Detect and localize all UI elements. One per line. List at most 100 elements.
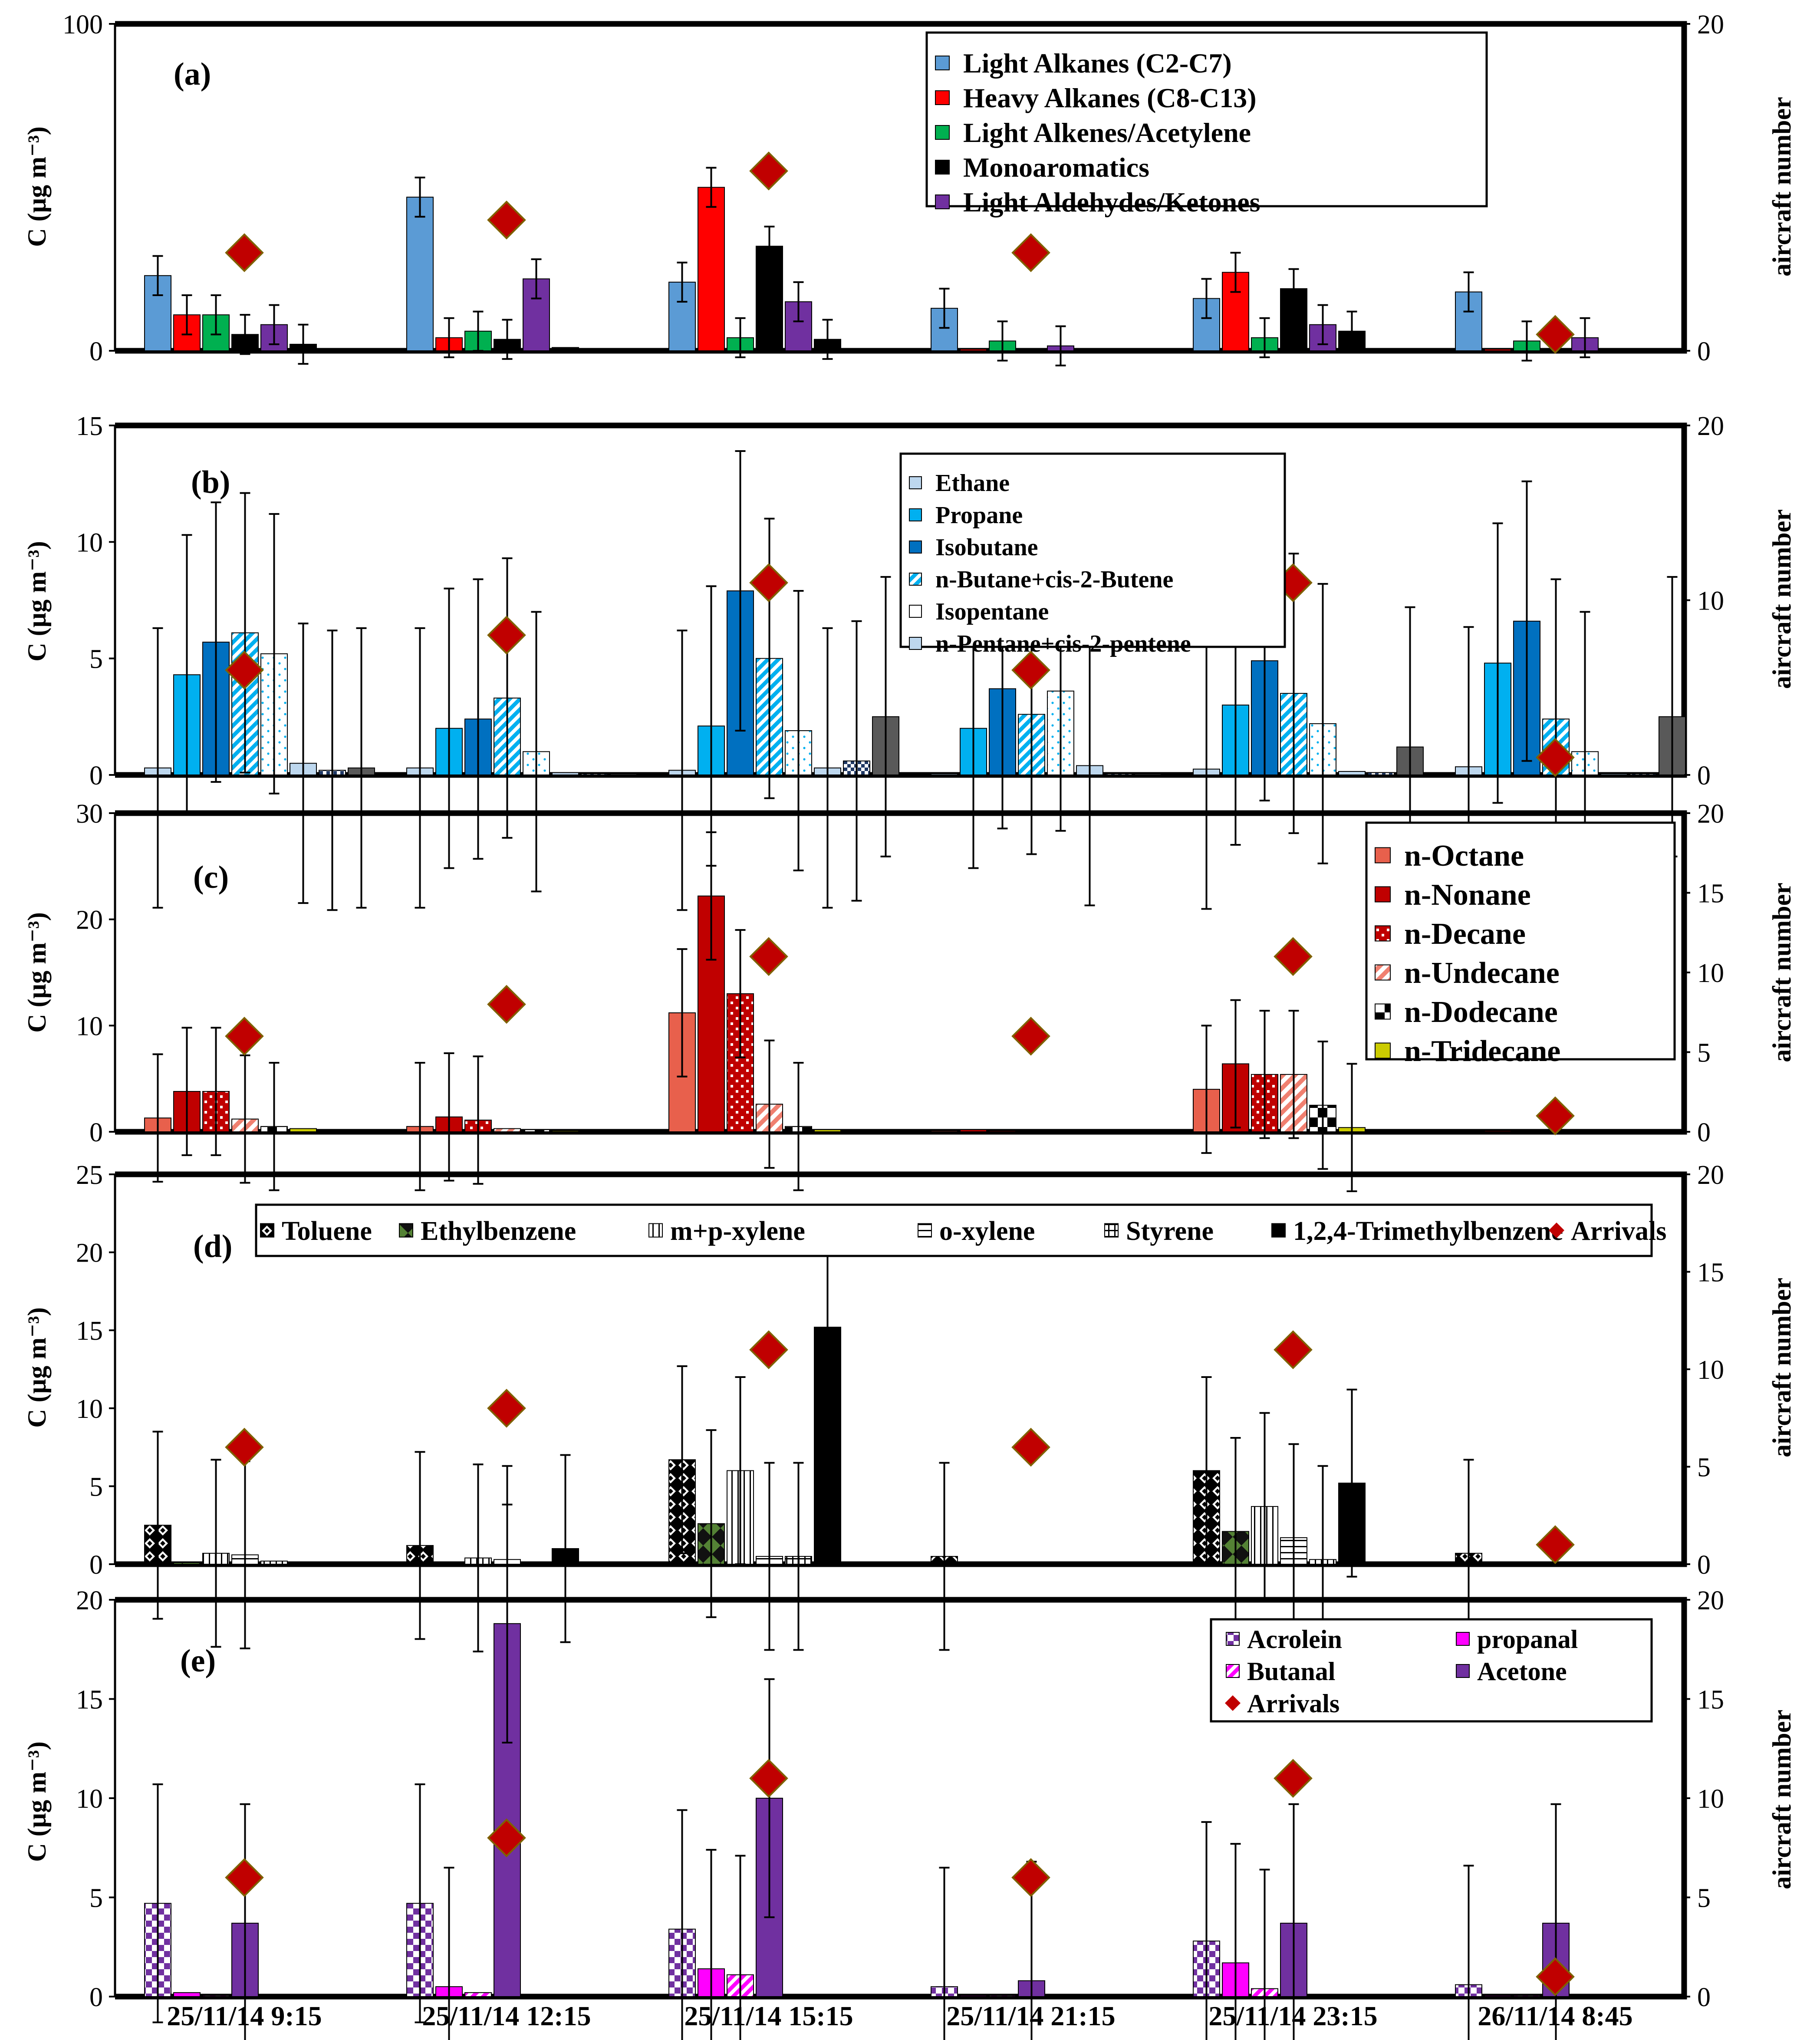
legend-swatch	[1226, 1664, 1240, 1678]
error-bar	[1259, 1869, 1270, 2040]
y-tick-label: 0	[89, 1550, 103, 1580]
bar-1-2-4-trimethylbenzene-3	[1076, 1563, 1103, 1565]
error-bar	[152, 1053, 163, 1183]
arrivals-marker-0	[225, 650, 264, 690]
bar-n-pentane-cis-2-pentene-5	[1600, 773, 1628, 775]
bar-n-tridecane-1	[552, 1130, 579, 1132]
legend-item: Isopentane	[935, 598, 1049, 625]
arrivals-marker-2	[749, 1759, 788, 1798]
bar-series-7-1	[610, 773, 637, 775]
y-tick-label: 0	[89, 1983, 103, 2012]
bar-1-2-4-trimethylbenzene-0	[290, 1563, 317, 1565]
error-bar	[939, 287, 950, 329]
bar-series-7-3	[1134, 773, 1162, 775]
legend-item: Monoaromatics	[963, 152, 1149, 183]
legend-swatch	[918, 1223, 932, 1238]
panel-label: (c)	[193, 860, 229, 895]
panel-c: 0 10 20 30 0 5 10 15 20 C (µg m⁻³) aircraft number…	[23, 799, 1796, 1193]
error-bar	[793, 1462, 804, 1651]
bar-n-nonane-3	[960, 1129, 987, 1133]
y-tick-label: 5	[89, 1472, 103, 1502]
arrivals-marker-2	[749, 563, 788, 603]
arrivals-marker-5	[1536, 1957, 1575, 1997]
legend-swatch	[935, 56, 950, 70]
y2-tick-label: 0	[1697, 1118, 1711, 1147]
y2-tick-label: 20	[1697, 10, 1724, 40]
legend-item: Ethylbenzene	[421, 1216, 576, 1246]
legend-swatch	[935, 160, 950, 175]
y2-tick-label: 0	[1697, 1550, 1711, 1580]
error-bar	[531, 611, 542, 893]
error-bar	[997, 320, 1008, 362]
bar-series-5-1	[552, 347, 579, 351]
bar-propanal-5	[1484, 1995, 1511, 1997]
arrivals-marker-1	[487, 616, 526, 655]
panel-label: (b)	[191, 465, 230, 500]
bar-butanal-1	[464, 1992, 492, 1997]
y2-tick-label: 20	[1697, 1160, 1724, 1190]
arrivals-marker-4	[1274, 1759, 1313, 1798]
y-tick-label: 5	[89, 645, 103, 674]
legend-swatch	[1456, 1664, 1470, 1678]
error-bar	[1201, 1821, 1212, 2040]
x-tick-label: 25/11/14 15:15	[684, 2000, 853, 2031]
arrivals-marker-5	[1536, 1525, 1575, 1564]
panel-label: (d)	[193, 1229, 232, 1264]
error-bar	[1201, 1376, 1212, 1565]
error-bar	[1201, 1025, 1212, 1154]
legend-swatch	[1375, 925, 1391, 942]
error-bar	[735, 1376, 746, 1565]
legend-item: n-Pentane+cis-2-pentene	[935, 630, 1191, 657]
error-bar	[1580, 317, 1590, 359]
bar-heavy-alkanes-c8-c13--5	[1484, 349, 1511, 351]
legend-item: n-Nonane	[1404, 878, 1531, 912]
error-bar	[152, 255, 163, 296]
bar-n-undecane-1	[494, 1128, 521, 1132]
error-bar	[1288, 1010, 1299, 1139]
error-bar	[1230, 999, 1241, 1129]
y2-tick-label: 10	[1697, 1784, 1724, 1814]
legend-swatch	[909, 637, 922, 650]
legend-item: 1,2,4-Trimethylbenzene	[1293, 1216, 1563, 1246]
error-bar	[240, 1054, 250, 1184]
panel-label: (a)	[174, 56, 211, 92]
y2-tick-label: 20	[1697, 1586, 1724, 1615]
legend-swatch	[909, 573, 922, 586]
legend-box	[255, 1203, 1653, 1257]
arrivals-marker-1	[487, 1818, 526, 1858]
error-bar	[851, 620, 862, 902]
error-bar	[240, 492, 250, 774]
y-tick-label: 0	[89, 337, 103, 366]
panel-label: (e)	[180, 1643, 216, 1679]
bar-monoaromatics-3	[1018, 349, 1045, 351]
y-tick-label: 30	[76, 799, 103, 829]
panel-a: 0 100 0 20 C (µg m⁻³) aircraft number (a) Light…	[23, 10, 1796, 366]
error-bar	[1288, 268, 1299, 310]
bar-n-dodecane-3	[1047, 1130, 1074, 1132]
bar-styrene-5	[1571, 1563, 1599, 1565]
y-tick-label: 15	[76, 412, 103, 441]
error-bar	[502, 1503, 513, 1744]
bar-n-decane-3	[989, 1130, 1016, 1132]
bar-butanal-5	[1513, 1995, 1540, 1997]
error-bar	[677, 1809, 688, 2040]
error-bar	[735, 450, 746, 732]
y2-tick-label: 5	[1697, 1884, 1711, 1913]
y2-tick-label: 10	[1697, 959, 1724, 988]
bar-light-alkanes-c2-c7--1	[406, 197, 434, 351]
y-tick-label: 15	[76, 1316, 103, 1346]
bar-series-6-5	[1629, 773, 1657, 775]
error-bar	[1346, 1388, 1357, 1578]
error-bar	[1550, 1803, 1561, 2040]
bar-styrene-3	[1047, 1563, 1074, 1565]
legend-swatch	[909, 605, 922, 618]
y2-axis-label: aircraft number	[1767, 1278, 1796, 1457]
legend-arrivals-marker	[1549, 1223, 1564, 1238]
error-bar	[473, 1463, 484, 1653]
legend-item: Butanal	[1247, 1657, 1335, 1686]
bar-n-octane-3	[931, 1130, 958, 1132]
legend-box	[1210, 1618, 1653, 1723]
y-axis-label: C (µg m⁻³)	[23, 912, 51, 1033]
error-bar	[531, 258, 542, 300]
bar-series-6-1	[581, 773, 608, 775]
